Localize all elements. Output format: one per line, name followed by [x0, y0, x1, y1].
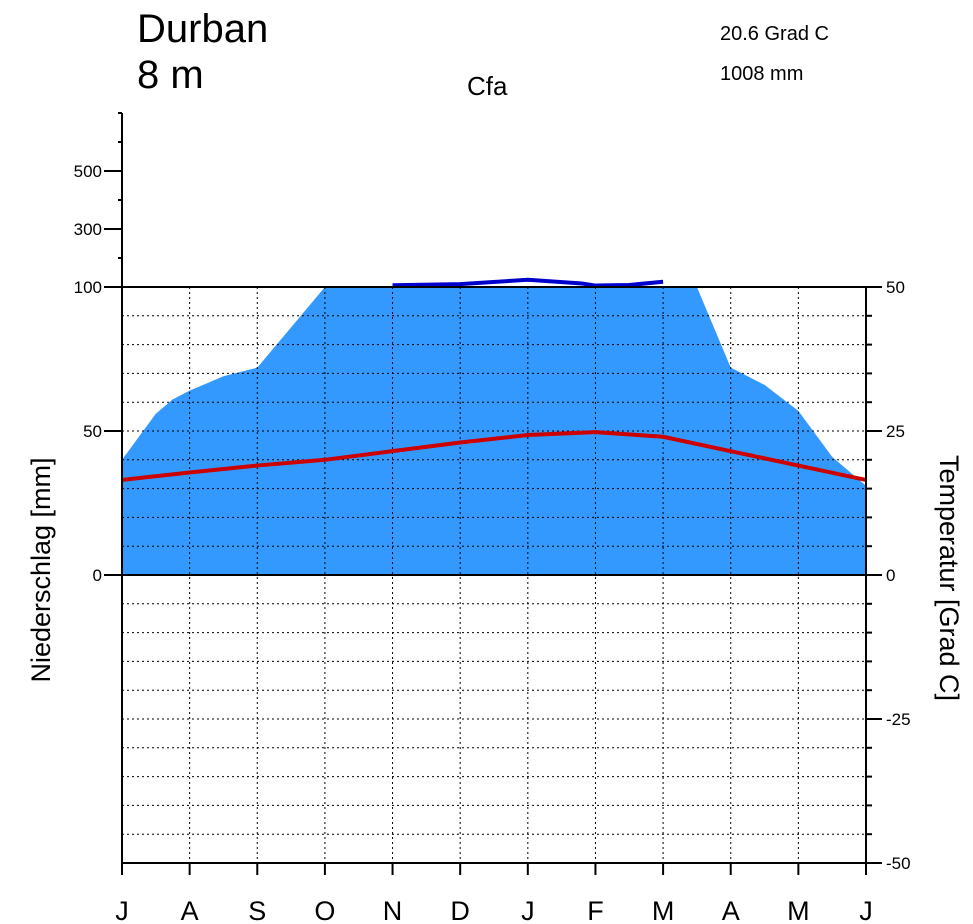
precipitation-axis-label: Niederschlag [mm] [26, 457, 56, 682]
left-tick-label: 300 [74, 220, 102, 239]
right-axis-ticks: 50 25 0 -25 -50 [866, 278, 911, 873]
mean-temperature: 20.6 Grad C [720, 23, 829, 45]
month-label: S [248, 896, 266, 924]
temperature-line [121, 430, 867, 482]
left-tick-label: 500 [74, 162, 102, 181]
left-tick-label: 50 [83, 422, 102, 441]
month-label: O [314, 896, 335, 924]
month-label: A [181, 896, 199, 924]
station-name: Durban [137, 7, 268, 51]
precipitation-excess [392, 277, 664, 288]
month-label: D [450, 896, 470, 924]
month-label: J [521, 896, 535, 924]
right-tick-label: -25 [886, 710, 911, 729]
month-label: F [587, 896, 604, 924]
annual-precipitation: 1008 mm [720, 63, 803, 85]
left-tick-label: 0 [93, 566, 102, 585]
month-label: J [115, 896, 129, 924]
right-tick-label: 0 [886, 566, 895, 585]
left-tick-label: 100 [74, 278, 102, 297]
month-label: M [652, 896, 675, 924]
temperature-axis-label: Temperatur [Grad C] [934, 455, 964, 701]
right-tick-label: 50 [886, 278, 905, 297]
month-label: N [383, 896, 403, 924]
climate-class: Cfa [467, 71, 508, 101]
grid [122, 287, 866, 863]
station-elevation: 8 m [137, 53, 204, 97]
right-tick-label: -50 [886, 854, 911, 873]
month-label: M [787, 896, 810, 924]
temperature-layer [121, 430, 867, 482]
month-label: A [722, 896, 740, 924]
month-label: J [859, 896, 873, 924]
right-tick-label: 25 [886, 422, 905, 441]
